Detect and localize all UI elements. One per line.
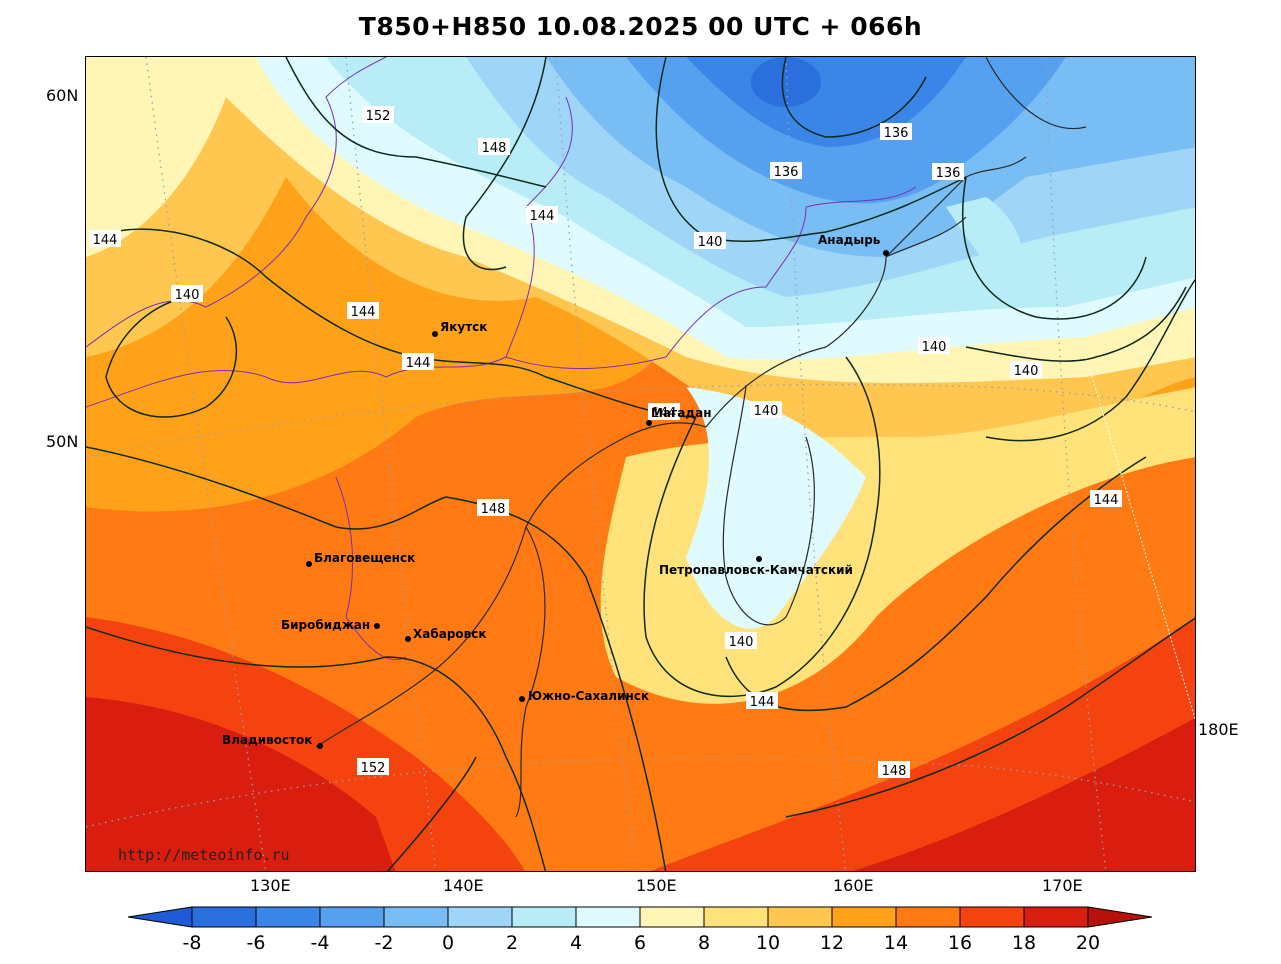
colorbar-tick-label: -4 bbox=[311, 932, 330, 954]
lon-label-140e: 140E bbox=[443, 876, 484, 895]
colorbar-tick-label: 10 bbox=[756, 932, 780, 954]
colorbar-cell bbox=[447, 906, 513, 928]
colorbar-tick-label: 20 bbox=[1076, 932, 1100, 954]
contour-label: 140 bbox=[698, 235, 723, 250]
colorbar-tick-label: -2 bbox=[375, 932, 394, 954]
city-yuzhno: Южно-Сахалинск bbox=[528, 689, 649, 703]
contour-label: 144 bbox=[530, 209, 555, 224]
contour-label: 136 bbox=[774, 165, 799, 180]
contour-label: 152 bbox=[361, 761, 386, 776]
city-dot-petropavlovsk bbox=[756, 556, 762, 562]
city-magadan: Магадан bbox=[651, 406, 712, 420]
band-bering-cool bbox=[946, 197, 1025, 297]
contour-label: 144 bbox=[652, 406, 677, 421]
lon-label-170e: 170E bbox=[1042, 876, 1083, 895]
temperature-map: 152 148 144 144 140 144 144 136 136 136 … bbox=[85, 56, 1196, 872]
city-vladivostok: Владивосток bbox=[222, 733, 312, 747]
city-blagoveshchensk: Благовещенск bbox=[314, 551, 415, 565]
city-petropavlovsk: Петропавловск-Камчатский bbox=[659, 563, 853, 577]
lon-label-130e: 130E bbox=[250, 876, 291, 895]
colorbar-cell bbox=[319, 906, 385, 928]
colorbar-tick-label: 4 bbox=[570, 932, 582, 954]
city-dot-vladivostok bbox=[317, 743, 323, 749]
contour-label: 144 bbox=[1094, 493, 1119, 508]
contour-label: 144 bbox=[351, 305, 376, 320]
colorbar-tick-label: 18 bbox=[1012, 932, 1036, 954]
city-dot-yuzhno bbox=[519, 696, 525, 702]
temperature-colorbar: -8 -6 -4 -2 0 2 4 6 8 10 12 14 16 18 20 bbox=[0, 900, 1281, 960]
source-watermark: http://meteoinfo.ru bbox=[118, 846, 290, 864]
city-dot-birobidzhan bbox=[374, 623, 380, 629]
colorbar-tick-label: -6 bbox=[247, 932, 266, 954]
colorbar-cell bbox=[191, 906, 257, 928]
colorbar-tick-label: 2 bbox=[506, 932, 518, 954]
contour-label: 144 bbox=[93, 233, 118, 248]
band-east-18 bbox=[852, 718, 1195, 871]
city-anadyr: Анадырь bbox=[818, 233, 881, 247]
colorbar-low-arrow bbox=[127, 906, 193, 928]
contour-labels: 152 148 144 144 140 144 144 136 136 136 … bbox=[89, 106, 1122, 779]
map-title: T850+H850 10.08.2025 00 UTC + 066h bbox=[358, 12, 923, 41]
contour-label: 148 bbox=[481, 502, 506, 517]
lat-label-60n: 60N bbox=[46, 86, 79, 105]
contour-label: 140 bbox=[754, 404, 779, 419]
colorbar-cell bbox=[575, 906, 641, 928]
colorbar-cell bbox=[255, 906, 321, 928]
city-dot-yakutsk bbox=[432, 331, 438, 337]
colorbar-cell bbox=[959, 906, 1025, 928]
colorbar-cell bbox=[895, 906, 961, 928]
colorbar-cell bbox=[639, 906, 705, 928]
colorbar-tick-label: 8 bbox=[698, 932, 710, 954]
city-dot-anadyr bbox=[883, 250, 889, 256]
contour-label: 144 bbox=[750, 695, 775, 710]
band-18-20 bbox=[86, 697, 396, 871]
city-dot-magadan bbox=[646, 420, 652, 426]
contour-label: 152 bbox=[366, 109, 391, 124]
lon-label-160e: 160E bbox=[833, 876, 874, 895]
colorbar-cell bbox=[831, 906, 897, 928]
graticule bbox=[86, 57, 1195, 871]
colorbar-cell bbox=[511, 906, 577, 928]
colorbar-tick-label: -8 bbox=[183, 932, 202, 954]
colorbar-cell bbox=[703, 906, 769, 928]
colorbar-cell bbox=[1023, 906, 1089, 928]
dateline bbox=[1085, 356, 1195, 721]
city-dot-blagoveshchensk bbox=[306, 561, 312, 567]
band-kamchatka-cool bbox=[686, 387, 866, 629]
contour-label: 140 bbox=[1014, 364, 1039, 379]
colorbar-tick-label: 0 bbox=[442, 932, 454, 954]
contour-label: 140 bbox=[922, 340, 947, 355]
city-khabarovsk: Хабаровск bbox=[413, 627, 487, 641]
colorbar-high-arrow bbox=[1087, 906, 1153, 928]
contour-label: 140 bbox=[729, 635, 754, 650]
city-markers: Якутск Магадан Анадырь Благовещенск Биро… bbox=[222, 233, 889, 749]
colorbar-cell bbox=[767, 906, 833, 928]
colorbar-tick-label: 14 bbox=[884, 932, 908, 954]
contour-label: 140 bbox=[175, 288, 200, 303]
contour-label: 136 bbox=[936, 166, 961, 181]
city-yakutsk: Якутск bbox=[440, 320, 487, 334]
contour-label: 148 bbox=[482, 141, 507, 156]
lon-label-180e: 180E bbox=[1198, 720, 1239, 739]
contour-label: 136 bbox=[884, 126, 909, 141]
colorbar-tick-label: 12 bbox=[820, 932, 844, 954]
band-m8-m6 bbox=[751, 57, 821, 107]
city-dot-khabarovsk bbox=[405, 636, 411, 642]
contour-label: 144 bbox=[406, 356, 431, 371]
contour-label: 148 bbox=[882, 764, 907, 779]
colorbar-tick-label: 16 bbox=[948, 932, 972, 954]
colorbar-cell bbox=[383, 906, 449, 928]
city-birobidzhan: Биробиджан bbox=[281, 618, 370, 632]
colorbar-tick-label: 6 bbox=[634, 932, 646, 954]
lon-label-150e: 150E bbox=[636, 876, 677, 895]
lat-label-50n: 50N bbox=[46, 432, 79, 451]
